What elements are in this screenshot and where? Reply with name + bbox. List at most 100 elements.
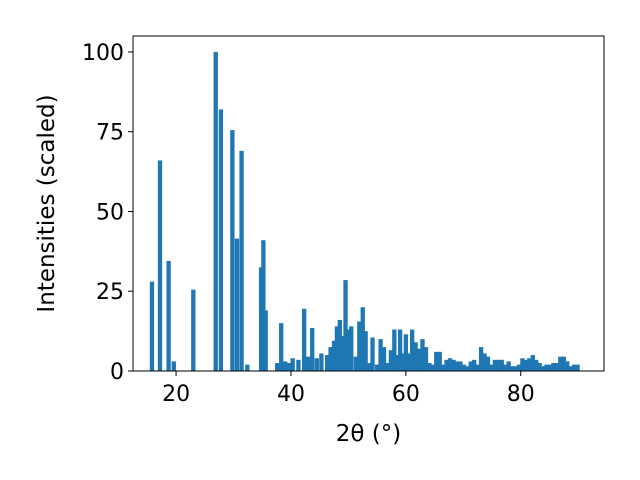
bar xyxy=(451,359,456,371)
bar xyxy=(397,329,403,371)
bar xyxy=(540,366,546,371)
bar xyxy=(171,361,176,371)
bar xyxy=(166,260,171,371)
y-axis-label: Intensities (scaled) xyxy=(34,94,60,312)
bar xyxy=(403,334,408,371)
bar xyxy=(461,364,466,371)
bar xyxy=(406,353,411,371)
bar xyxy=(427,363,432,371)
bar xyxy=(239,150,244,371)
bar xyxy=(472,359,477,371)
bar xyxy=(324,355,330,371)
bar xyxy=(444,359,449,371)
y-tick-label: 100 xyxy=(82,41,124,66)
bar xyxy=(482,353,487,371)
bar xyxy=(530,355,535,371)
y-tick-label: 50 xyxy=(96,200,124,225)
plot-frame xyxy=(132,35,605,372)
bar xyxy=(513,366,518,371)
x-tick-label: 40 xyxy=(277,382,305,407)
bar xyxy=(520,358,525,371)
bar xyxy=(437,351,442,371)
bar xyxy=(381,347,387,371)
bar xyxy=(340,335,345,371)
bar xyxy=(363,331,368,371)
bar xyxy=(234,238,240,371)
bar xyxy=(568,366,573,371)
bar xyxy=(314,358,319,371)
bar xyxy=(537,363,542,371)
bar xyxy=(385,363,390,371)
bar xyxy=(306,356,311,371)
bar xyxy=(400,353,406,371)
bar xyxy=(430,364,435,371)
bar xyxy=(485,356,491,371)
bar xyxy=(441,364,446,371)
bar xyxy=(447,358,453,371)
bar xyxy=(420,339,425,371)
bar xyxy=(337,319,342,371)
bar xyxy=(534,359,539,371)
bar xyxy=(551,363,556,371)
y-tick-label: 0 xyxy=(110,360,124,385)
bar xyxy=(489,364,494,371)
bar xyxy=(331,340,337,371)
bar xyxy=(492,359,498,371)
bar xyxy=(547,364,553,371)
bar xyxy=(523,359,529,371)
bar xyxy=(357,321,362,371)
x-axis-label: 2θ (°) xyxy=(336,421,401,447)
bar xyxy=(275,363,280,371)
bar xyxy=(378,339,383,371)
bar xyxy=(516,364,522,371)
bar xyxy=(279,323,284,371)
bar xyxy=(366,363,372,371)
bar xyxy=(527,358,532,371)
x-tick-label: 80 xyxy=(507,382,535,407)
bar xyxy=(554,363,560,371)
bar xyxy=(263,310,268,371)
bar xyxy=(261,240,266,371)
bar xyxy=(319,353,324,371)
bar xyxy=(392,329,397,371)
bar xyxy=(468,361,473,371)
bar xyxy=(157,160,163,371)
bar xyxy=(388,350,394,371)
bar xyxy=(465,366,470,371)
bar xyxy=(413,342,418,371)
bar xyxy=(343,280,348,371)
bar xyxy=(423,347,429,371)
bar xyxy=(571,364,577,371)
bar xyxy=(410,329,415,371)
y-axis-ticks: 0 25 50 75 100 xyxy=(82,41,133,385)
bar xyxy=(506,361,511,371)
bar xyxy=(328,347,333,371)
bar xyxy=(258,267,264,371)
bar xyxy=(302,308,307,371)
bar xyxy=(478,347,484,371)
bar xyxy=(360,307,365,371)
bar xyxy=(346,329,351,371)
bar xyxy=(296,359,301,371)
bar xyxy=(374,364,380,371)
bar xyxy=(310,327,315,371)
bar xyxy=(370,337,375,371)
bar xyxy=(575,364,580,371)
bar xyxy=(458,361,463,371)
bar xyxy=(349,326,354,371)
bar xyxy=(499,359,504,371)
bar xyxy=(191,289,196,371)
bars-group xyxy=(149,51,580,371)
y-tick-label: 25 xyxy=(96,280,124,305)
bar xyxy=(287,363,292,371)
bar xyxy=(353,356,359,371)
bar xyxy=(454,361,460,371)
bar xyxy=(149,281,155,371)
bar xyxy=(283,361,288,371)
bar xyxy=(230,130,235,371)
bar xyxy=(509,366,515,371)
bar xyxy=(496,359,501,371)
x-tick-label: 60 xyxy=(392,382,420,407)
bar xyxy=(561,356,566,371)
